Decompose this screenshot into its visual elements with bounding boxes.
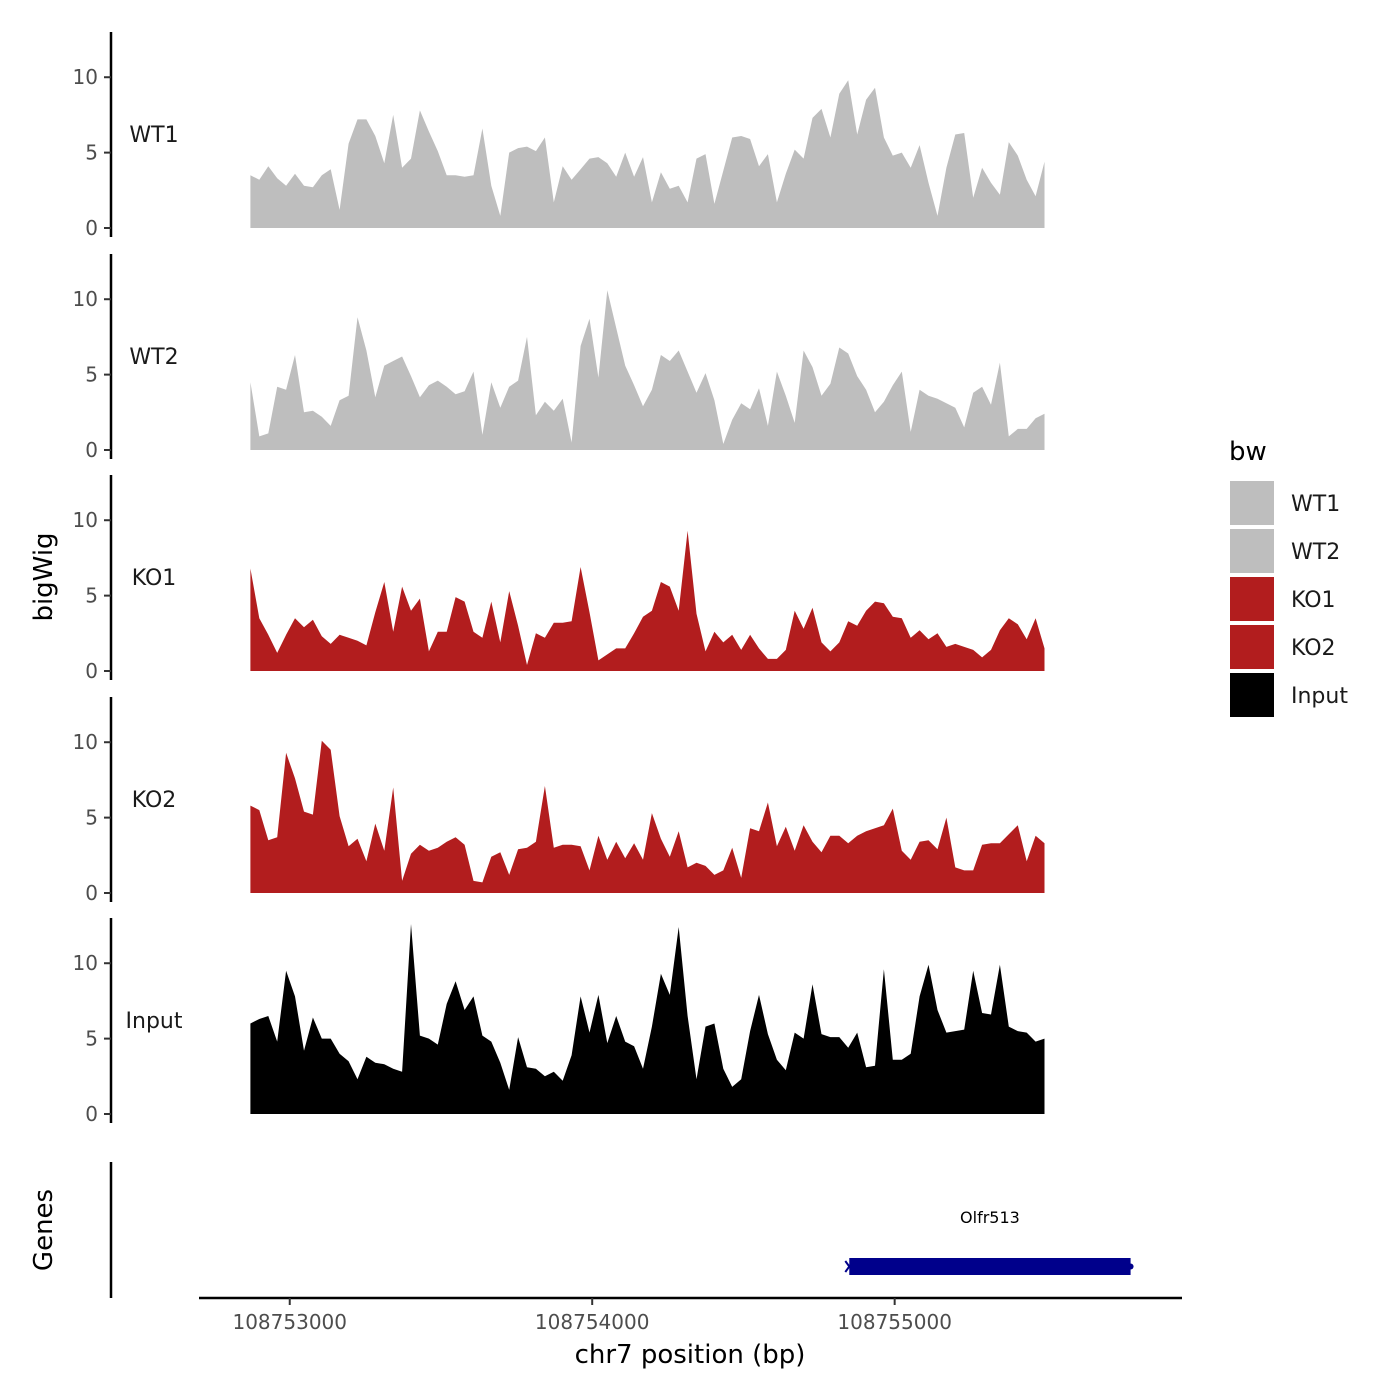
gene-body	[849, 1258, 1131, 1275]
x-axis: 108753000 108754000 108755000	[199, 1296, 1182, 1334]
y-tick-label: 10	[73, 508, 98, 532]
y-axis-title: bigWig	[29, 532, 59, 621]
x-axis-ticks: 108753000 108754000 108755000	[232, 1298, 952, 1334]
y-tick-label: 0	[85, 659, 98, 683]
legend-swatch	[1228, 623, 1276, 671]
legend-label: Input	[1291, 684, 1348, 709]
y-tick-label: 5	[85, 141, 98, 165]
legend-swatch	[1228, 479, 1276, 527]
legend-label: KO2	[1291, 636, 1336, 661]
genes-axis-title: Genes	[29, 1189, 59, 1271]
legend-title: bw	[1229, 437, 1267, 467]
panel-label-ko1: KO1	[132, 566, 177, 591]
legend-item-wt2: WT2	[1228, 527, 1340, 575]
track-panel-ko2: 0 5 10 KO2	[73, 697, 1045, 905]
legend-label: WT1	[1291, 492, 1340, 517]
coverage-area-ko2	[250, 740, 1045, 893]
y-tick-label: 5	[85, 584, 98, 608]
y-tick-label: 0	[85, 438, 98, 462]
x-tick-label: 108754000	[535, 1310, 650, 1334]
y-tick-label: 0	[85, 216, 98, 240]
gene-models: Olfr513	[844, 1208, 1134, 1275]
track-panel-ko1: 0 5 10 KO1	[73, 475, 1045, 683]
legend-item-ko1: KO1	[1228, 575, 1336, 623]
x-axis-title: chr7 position (bp)	[575, 1340, 806, 1370]
legend-swatch	[1228, 527, 1276, 575]
panel-label-wt2: WT2	[129, 345, 178, 370]
panel-label-input: Input	[126, 1009, 183, 1034]
coverage-area-ko1	[250, 530, 1045, 671]
panel-label-wt1: WT1	[129, 123, 178, 148]
genes-panel: Olfr513	[109, 1162, 1134, 1298]
gene-olfr513: Olfr513	[844, 1208, 1134, 1275]
y-tick-label: 0	[85, 1102, 98, 1126]
y-tick-label: 0	[85, 881, 98, 905]
legend-item-input: Input	[1228, 671, 1348, 719]
y-tick-label: 10	[73, 730, 98, 754]
coverage-area-input	[250, 924, 1045, 1114]
x-tick-label: 108753000	[232, 1310, 347, 1334]
legend-items: WT1 WT2 KO1 KO2 Input	[1228, 479, 1348, 719]
legend-item-wt1: WT1	[1228, 479, 1340, 527]
coverage-area-wt1	[250, 80, 1045, 228]
y-tick-label: 10	[73, 951, 98, 975]
coverage-area-wt2	[250, 290, 1045, 450]
track-panel-input: 0 5 10 Input	[73, 918, 1045, 1126]
legend: bw WT1 WT2 KO1 KO2 Input	[1228, 437, 1348, 719]
legend-swatch	[1228, 671, 1276, 719]
y-tick-label: 5	[85, 806, 98, 830]
y-tick-label: 5	[85, 1027, 98, 1051]
gene-label: Olfr513	[960, 1208, 1020, 1227]
panel-label-ko2: KO2	[132, 788, 177, 813]
y-tick-label: 5	[85, 363, 98, 387]
y-tick-label: 10	[73, 65, 98, 89]
x-tick-label: 108755000	[837, 1310, 952, 1334]
legend-label: KO1	[1291, 588, 1336, 613]
track-panels: 0 5 10 WT1 0 5 10 WT2 0 5 10 KO1 0 5 10 KO2 0 5 10 Input	[73, 32, 1045, 1126]
strand-marker	[844, 1260, 855, 1273]
track-panel-wt2: 0 5 10 WT2	[73, 254, 1045, 462]
track-panel-wt1: 0 5 10 WT1	[73, 32, 1045, 240]
gene-end-marker	[1127, 1263, 1134, 1270]
y-tick-label: 10	[73, 287, 98, 311]
legend-item-ko2: KO2	[1228, 623, 1336, 671]
legend-label: WT2	[1291, 540, 1340, 565]
legend-swatch	[1228, 575, 1276, 623]
